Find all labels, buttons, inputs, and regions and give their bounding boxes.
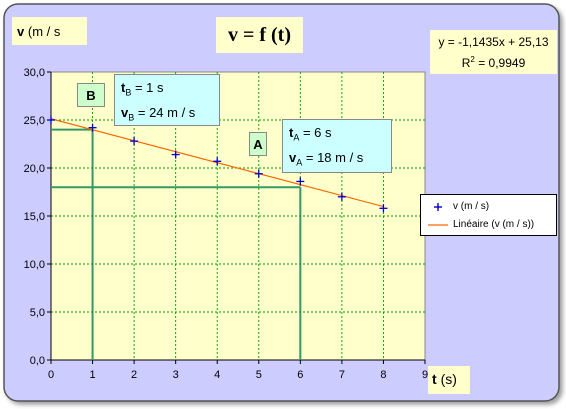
x-tick-label: 3 [173,369,179,381]
chart-title: v = f (t) [216,17,303,53]
y-tick-label: 30,0 [24,67,45,79]
x-axis-var: t [432,371,437,387]
x-tick-label: 4 [214,369,220,381]
y-tick-label: 10,0 [24,259,45,271]
data-point [379,204,388,213]
y-tick-label: 20,0 [24,163,45,175]
x-tick-label: 2 [131,369,137,381]
y-axis-var: v [17,24,25,39]
legend: v (m / s) Linéaire (v (m / s)) [420,194,557,236]
data-point [47,116,55,124]
x-axis-unit: (s) [440,371,457,387]
r2-line: R2 = 0,9949 [461,55,526,70]
y-tick-label: 25,0 [24,115,45,127]
x-tick-label: 1 [89,369,95,381]
x-axis-label: t (s) [428,366,470,394]
y-tick-label: 0,0 [30,355,45,367]
point-a-annotation: tA = 6 s vA = 18 m / s [282,119,392,173]
data-point [296,177,305,186]
data-point [337,192,346,201]
data-points [47,116,388,213]
data-point [130,137,139,146]
x-tick-label: 9 [422,369,428,381]
data-point [254,169,263,178]
equation-line: y = -1,1435x + 25,13 [438,35,549,49]
x-tick-label: 6 [297,369,303,381]
x-tick-label: 8 [380,369,386,381]
legend-entry-data: v (m / s) [434,201,490,212]
data-point [213,157,222,166]
point-b-label: B [77,83,105,107]
data-point [88,123,97,132]
construction-lines [51,128,302,360]
regression-equation: y = -1,1435x + 25,13 R2 = 0,9949 [430,30,557,74]
x-tick-label: 0 [48,369,54,381]
y-tick-label: 15,0 [24,211,45,223]
point-a-label: A [249,132,267,156]
x-tick-label: 7 [339,369,345,381]
y-tick-label: 5,0 [30,307,45,319]
legend-entry-trend: Linéaire (v (m / s)) [428,219,535,230]
data-point [171,150,180,159]
x-tick-label: 5 [256,369,262,381]
y-axis-unit: (m / s [27,24,61,39]
point-b-annotation: tB = 1 s vB = 24 m / s [114,74,220,126]
tick-labels: 0 1 2 3 4 5 6 7 8 9 0,0 5,0 10,0 15,0 20,0 25,0 30,0 [24,67,428,381]
y-axis-label: v (m / s [12,17,87,45]
